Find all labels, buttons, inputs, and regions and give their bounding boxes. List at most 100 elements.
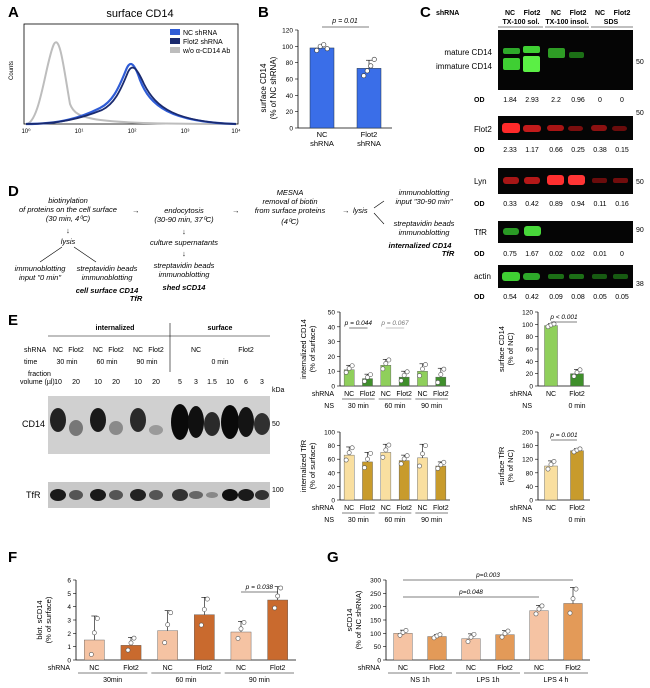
data-point bbox=[165, 622, 171, 628]
data-point bbox=[403, 628, 409, 633]
panel-b-pvalue: p = 0.01 bbox=[331, 18, 358, 25]
data-point bbox=[423, 443, 428, 448]
data-point bbox=[88, 652, 94, 657]
x-label: NC bbox=[546, 505, 556, 512]
e-row-frac-2: volume (µl) bbox=[20, 379, 55, 386]
data-point bbox=[241, 620, 247, 625]
d-biotin-1: biotinylation bbox=[48, 196, 88, 205]
mw-marker: 50 bbox=[636, 59, 644, 66]
d-arrow-icon: ↓ bbox=[182, 227, 186, 236]
group-label: 60 min bbox=[384, 517, 405, 524]
y-tick-label: 0 bbox=[331, 384, 335, 391]
d-immuno0-2: input "0 min" bbox=[19, 273, 61, 282]
y-axis-label: internalized CD14 bbox=[299, 319, 308, 379]
data-point bbox=[417, 463, 422, 469]
e-shrna: Flot2 bbox=[108, 347, 124, 354]
e-shrna: NC bbox=[133, 347, 143, 354]
e-vol: 20 bbox=[112, 379, 120, 386]
time-label: 0 min bbox=[568, 517, 585, 524]
y-tick-label: 20 bbox=[328, 484, 336, 491]
legend-swatch-ab bbox=[170, 47, 180, 53]
panel-e-chart-internalized-cd14: 0 10 20 30 40 50 NC Flot2 NC Flot2 NC Flot2 internal… bbox=[299, 310, 450, 410]
od-value: 0.15 bbox=[615, 147, 629, 154]
bar bbox=[393, 633, 413, 661]
data-point bbox=[577, 446, 583, 452]
panel-b-xlabel-nc: NC bbox=[317, 130, 328, 139]
data-point bbox=[380, 366, 386, 372]
data-point bbox=[278, 585, 284, 591]
data-point bbox=[386, 357, 392, 363]
bar bbox=[267, 599, 288, 661]
data-point bbox=[465, 639, 471, 644]
row-label-shrna: shRNA bbox=[510, 505, 533, 512]
od-value: 0.42 bbox=[525, 294, 539, 301]
data-point bbox=[346, 365, 352, 371]
od-value: 0.08 bbox=[571, 294, 585, 301]
data-point bbox=[539, 603, 545, 609]
panel-letter-d: D bbox=[8, 183, 19, 200]
group-label: 60 min bbox=[384, 403, 405, 410]
data-point bbox=[314, 47, 320, 53]
data-point bbox=[551, 459, 557, 464]
panel-b-xlabel-flot2: Flot2 bbox=[361, 130, 378, 139]
x-label: Flot2 bbox=[433, 505, 449, 512]
y-tick-label: 0 bbox=[289, 126, 293, 133]
bar bbox=[544, 465, 558, 501]
d-internal-label-1: internalized CD14 bbox=[389, 241, 453, 250]
e-kda: kDa bbox=[272, 387, 285, 394]
od-label: OD bbox=[474, 251, 485, 258]
curve-no-antibody bbox=[25, 41, 237, 125]
bar bbox=[461, 638, 481, 661]
bar bbox=[529, 610, 549, 661]
od-value: 0.89 bbox=[549, 201, 563, 208]
row-label-shrna: shRNA bbox=[48, 665, 71, 672]
d-strep2-2: immunoblotting bbox=[159, 270, 211, 279]
y-axis-label: (% of NC shRNA) bbox=[354, 590, 363, 649]
e-shrna: NC bbox=[191, 347, 201, 354]
data-point bbox=[343, 457, 349, 463]
y-tick-label: 80 bbox=[286, 60, 294, 67]
panel-c-col-flot2: Flot2 bbox=[614, 10, 631, 17]
y-tick-label: 120 bbox=[522, 310, 533, 317]
panel-c-shrna-label: shRNA bbox=[436, 10, 459, 17]
group-label: NS 1h bbox=[410, 677, 430, 684]
panel-b-xlabel-nc-2: shRNA bbox=[310, 139, 334, 148]
data-point bbox=[441, 459, 447, 465]
bar bbox=[194, 614, 215, 661]
data-point bbox=[94, 616, 100, 621]
d-strep1-1: streptavidin beads bbox=[77, 264, 138, 273]
bar bbox=[309, 47, 335, 129]
panel-d-diagram: biotinylation of proteins on the cell su… bbox=[15, 188, 455, 303]
od-value: 1.17 bbox=[525, 147, 539, 154]
x-label: NC bbox=[236, 665, 246, 672]
e-time: 30 min bbox=[56, 359, 77, 366]
panel-b-ylabel-2: (% of NC shRNA) bbox=[269, 56, 278, 119]
panel-letter-e: E bbox=[8, 312, 18, 329]
d-mesna-temp: (4⁰C) bbox=[281, 217, 299, 226]
y-tick-label: 50 bbox=[374, 644, 382, 651]
y-tick-label: 40 bbox=[526, 359, 534, 366]
data-point bbox=[383, 361, 389, 366]
p-value: p = 0.067 bbox=[380, 320, 409, 327]
od-label: OD bbox=[474, 294, 485, 301]
e-shrna: Flot2 bbox=[68, 347, 84, 354]
od-value: 0.33 bbox=[503, 201, 517, 208]
bar bbox=[120, 645, 142, 661]
od-value: 0.94 bbox=[571, 201, 585, 208]
y-axis-label: blot. sCD14 bbox=[35, 600, 44, 639]
od-value: 0.25 bbox=[571, 147, 585, 154]
group-label: LPS 1h bbox=[477, 677, 500, 684]
data-point bbox=[471, 631, 477, 637]
data-point bbox=[131, 635, 137, 641]
e-vol: 10 bbox=[94, 379, 102, 386]
data-point bbox=[362, 465, 367, 471]
data-point bbox=[383, 447, 389, 453]
od-value: 0 bbox=[620, 251, 624, 258]
data-point bbox=[398, 461, 404, 467]
d-surface-label-1: cell surface CD14 bbox=[76, 286, 139, 295]
mw-marker: 90 bbox=[636, 227, 644, 234]
x-label: NC bbox=[344, 391, 354, 398]
e-time: 0 min bbox=[211, 359, 228, 366]
d-mesna-3: from surface proteins bbox=[255, 206, 326, 215]
x-label: Flot2 bbox=[429, 665, 445, 672]
